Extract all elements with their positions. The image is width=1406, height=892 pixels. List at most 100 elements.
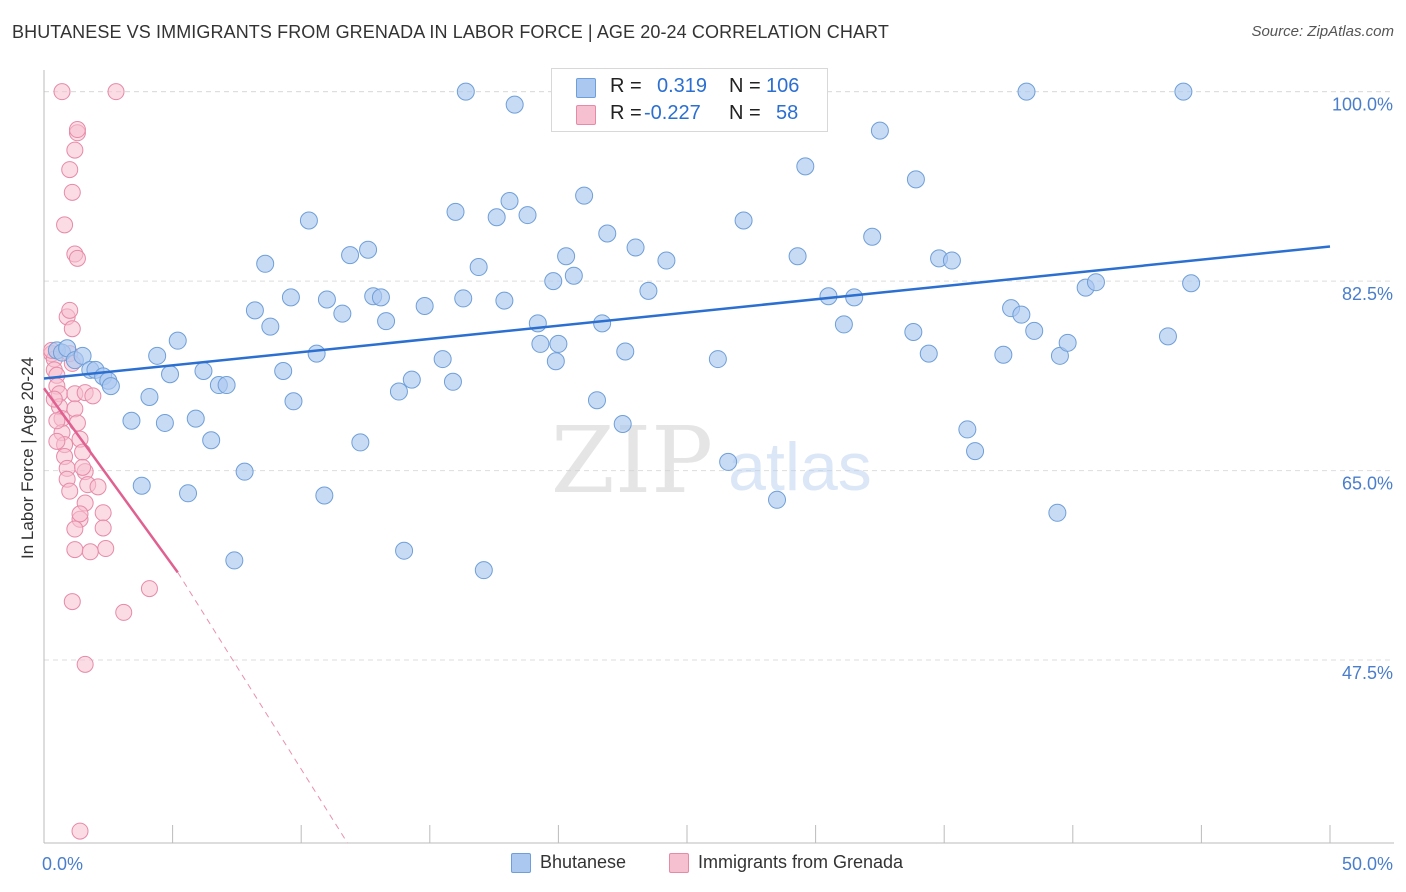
y-tick-label: 82.5% <box>1342 284 1393 304</box>
bhutanese-point <box>734 211 753 230</box>
grenada-point <box>68 121 86 139</box>
bhutanese-point <box>1048 503 1067 522</box>
bhutanese-point <box>395 541 414 560</box>
bhutanese-point <box>546 352 565 371</box>
grenada-point <box>84 387 102 405</box>
bhutanese-point <box>161 365 180 384</box>
grenada-point <box>63 593 81 611</box>
bhutanese-trend-line <box>43 245 1331 380</box>
bhutanese-point <box>225 551 244 570</box>
grenada-point <box>115 603 133 621</box>
grenada-point <box>63 320 81 338</box>
grenada-point <box>89 478 107 496</box>
bhutanese-point <box>443 372 462 391</box>
bhutanese-point <box>487 208 506 227</box>
bhutanese-point <box>299 211 318 230</box>
bhutanese-point <box>456 82 475 101</box>
bhutanese-point <box>919 344 938 363</box>
bottom-legend-swatch-bhutanese <box>511 853 531 873</box>
grenada-point <box>61 482 79 500</box>
bhutanese-point <box>613 415 632 434</box>
bhutanese-point <box>377 312 396 331</box>
chart-title: BHUTANESE VS IMMIGRANTS FROM GRENADA IN … <box>12 22 889 42</box>
bhutanese-point <box>284 392 303 411</box>
legend-n-label: N = <box>729 75 761 97</box>
correlation-legend: R = 0.319 N = 106 R = -0.227 N = 58 <box>551 68 828 132</box>
grenada-point <box>66 141 84 159</box>
bhutanese-point <box>281 288 300 307</box>
bhutanese-point <box>657 251 676 270</box>
bhutanese-point <box>1174 82 1193 101</box>
grenada-point <box>68 249 86 267</box>
bhutanese-point <box>1182 274 1201 293</box>
grenada-point <box>66 400 84 418</box>
bhutanese-point <box>317 290 336 309</box>
bhutanese-point <box>531 334 550 353</box>
bhutanese-point <box>469 258 488 277</box>
legend-r-value: 0.319 <box>657 75 708 97</box>
bhutanese-point <box>433 350 452 369</box>
bhutanese-point <box>942 251 961 270</box>
bhutanese-point <box>593 314 612 333</box>
bhutanese-point <box>966 442 985 461</box>
bhutanese-point <box>1025 321 1044 340</box>
grenada-point <box>63 183 81 201</box>
bhutanese-point <box>274 361 293 380</box>
bhutanese-point <box>719 452 738 471</box>
x-tick-label: 0.0% <box>42 854 83 874</box>
legend-n-label: N = <box>729 102 761 124</box>
bhutanese-point <box>564 266 583 285</box>
bhutanese-point <box>616 342 635 361</box>
bhutanese-point <box>639 281 658 300</box>
grenada-point <box>61 161 79 179</box>
grenada-point <box>76 655 94 673</box>
bhutanese-point <box>359 240 378 259</box>
bhutanese-point <box>598 224 617 243</box>
legend-n-value: 106 <box>766 75 800 97</box>
legend-swatch-bhutanese <box>576 78 596 98</box>
legend-r-value: -0.227 <box>644 102 701 124</box>
bhutanese-point <box>155 413 174 432</box>
legend-r-label: R = <box>610 102 642 124</box>
bhutanese-point <box>708 350 727 369</box>
grenada-point <box>53 83 71 101</box>
grenada-point <box>56 216 74 234</box>
bhutanese-point <box>73 346 92 365</box>
bhutanese-point <box>557 247 576 266</box>
grenada-point <box>94 504 112 522</box>
grenada-point <box>61 301 79 319</box>
bhutanese-point <box>256 254 275 273</box>
tick-labels: 100.0% 82.5% 65.0% 47.5% 0.0% 50.0% <box>42 95 1393 874</box>
x-tick-label: 50.0% <box>1342 854 1393 874</box>
bhutanese-point <box>179 484 198 503</box>
grenada-point <box>94 519 112 537</box>
grenada-point <box>140 580 158 598</box>
grenada-trend-line <box>42 387 179 574</box>
bhutanese-point <box>587 391 606 410</box>
bhutanese-point <box>626 238 645 257</box>
bhutanese-point <box>261 317 280 336</box>
y-tick-label: 100.0% <box>1332 95 1393 115</box>
legend-r-label: R = <box>610 75 642 97</box>
bottom-legend-swatch-grenada <box>669 853 689 873</box>
grenada-point <box>97 540 115 558</box>
bhutanese-point <box>1058 333 1077 352</box>
y-tick-label: 65.0% <box>1342 474 1393 494</box>
bhutanese-point <box>904 322 923 341</box>
grenada-point <box>48 432 66 450</box>
bhutanese-point <box>768 490 787 509</box>
bhutanese-point <box>235 462 254 481</box>
bhutanese-point <box>906 170 925 189</box>
bhutanese-point <box>549 334 568 353</box>
legend-n-value: 58 <box>776 102 799 124</box>
bhutanese-point <box>389 382 408 401</box>
bhutanese-point <box>544 272 563 291</box>
bhutanese-point <box>101 377 120 396</box>
bhutanese-point <box>307 344 326 363</box>
bhutanese-point <box>186 409 205 428</box>
bhutanese-point <box>202 431 221 450</box>
bhutanese-point <box>245 301 264 320</box>
chart-source: Source: ZipAtlas.com <box>1251 23 1394 40</box>
grenada-point <box>74 458 92 476</box>
